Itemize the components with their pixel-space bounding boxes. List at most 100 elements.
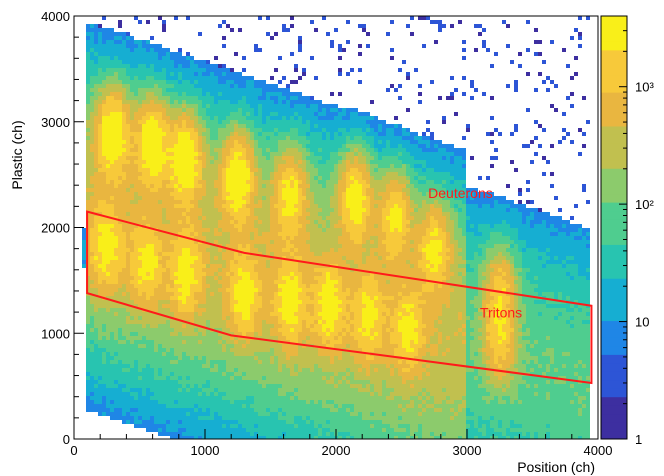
- heatmap-cell: [170, 344, 174, 348]
- heatmap-cell: [158, 112, 162, 116]
- heatmap-cell: [86, 184, 90, 188]
- heatmap-cell: [154, 92, 158, 96]
- heatmap-cell: [162, 76, 166, 80]
- heatmap-cell: [286, 148, 290, 152]
- heatmap-cell: [122, 244, 126, 248]
- heatmap-cell: [114, 56, 118, 60]
- heatmap-cell: [126, 100, 130, 104]
- heatmap-cell: [266, 224, 270, 228]
- heatmap-cell: [106, 372, 110, 376]
- heatmap-cell: [98, 96, 102, 100]
- heatmap-cell: [178, 144, 182, 148]
- heatmap-cell: [214, 408, 218, 412]
- heatmap-cell: [126, 64, 130, 68]
- heatmap-cell: [138, 80, 142, 84]
- heatmap-cell: [170, 248, 174, 252]
- heatmap-cell: [190, 184, 194, 188]
- heatmap-cell: [150, 136, 154, 140]
- heatmap-cell: [138, 188, 142, 192]
- heatmap-cell: [162, 224, 166, 228]
- heatmap-cell: [158, 404, 162, 408]
- heatmap-cell: [138, 128, 142, 132]
- heatmap-cell: [238, 380, 242, 384]
- heatmap-cell: [170, 324, 174, 328]
- heatmap-cell: [154, 168, 158, 172]
- heatmap-cell: [110, 380, 114, 384]
- heatmap-cell: [142, 144, 146, 148]
- heatmap-cell: [154, 104, 158, 108]
- heatmap-cell: [274, 220, 278, 224]
- heatmap-cell: [238, 228, 242, 232]
- heatmap-cell: [246, 208, 250, 212]
- heatmap-cell: [278, 188, 282, 192]
- heatmap-cell: [182, 300, 186, 304]
- heatmap-cell: [90, 104, 94, 108]
- heatmap-cell: [202, 356, 206, 360]
- heatmap-cell: [146, 176, 150, 180]
- heatmap-cell: [162, 188, 166, 192]
- heatmap-cell: [206, 380, 210, 384]
- heatmap-cell: [210, 264, 214, 268]
- heatmap-cell: [142, 312, 146, 316]
- heatmap-cell: [178, 336, 182, 340]
- heatmap-cell: [254, 424, 258, 428]
- heatmap-cell: [190, 420, 194, 424]
- heatmap-cell: [130, 96, 134, 100]
- heatmap-cell: [106, 40, 110, 44]
- heatmap-cell: [166, 228, 170, 232]
- heatmap-cell: [214, 88, 218, 92]
- heatmap-cell: [210, 216, 214, 220]
- heatmap-cell: [194, 68, 198, 72]
- heatmap-cell: [126, 92, 130, 96]
- heatmap-cell: [154, 284, 158, 288]
- heatmap-cell: [162, 108, 166, 112]
- heatmap-cell: [250, 96, 254, 100]
- heatmap-cell: [102, 292, 106, 296]
- heatmap-cell: [234, 236, 238, 240]
- heatmap-cell: [262, 104, 266, 108]
- heatmap-cell: [162, 388, 166, 392]
- heatmap-cell: [86, 196, 90, 200]
- heatmap-cell: [110, 308, 114, 312]
- heatmap-cell: [194, 356, 198, 360]
- heatmap-cell: [246, 116, 250, 120]
- heatmap-cell: [258, 328, 262, 332]
- heatmap-cell: [234, 200, 238, 204]
- heatmap-cell: [90, 240, 94, 244]
- heatmap-cell: [186, 408, 190, 412]
- heatmap-cell: [218, 344, 222, 348]
- heatmap-cell: [198, 388, 202, 392]
- heatmap-cell: [258, 268, 262, 272]
- heatmap-cell: [134, 300, 138, 304]
- heatmap-cell: [130, 84, 134, 88]
- heatmap-cell: [266, 144, 270, 148]
- heatmap-cell: [206, 180, 210, 184]
- heatmap-cell: [158, 76, 162, 80]
- heatmap-cell: [290, 116, 294, 120]
- heatmap-cell: [246, 320, 250, 324]
- heatmap-cell: [178, 268, 182, 272]
- heatmap-cell: [94, 340, 98, 344]
- heatmap-cell: [150, 384, 154, 388]
- heatmap-cell: [114, 88, 118, 92]
- heatmap-cell: [110, 184, 114, 188]
- heatmap-cell: [138, 248, 142, 252]
- heatmap-cell: [174, 332, 178, 336]
- heatmap-cell: [242, 224, 246, 228]
- heatmap-cell: [174, 168, 178, 172]
- heatmap-cell: [230, 104, 234, 108]
- heatmap-cell: [154, 204, 158, 208]
- heatmap-cell: [94, 176, 98, 180]
- heatmap-cell: [266, 404, 270, 408]
- heatmap-cell: [114, 80, 118, 84]
- heatmap-cell: [146, 400, 150, 404]
- heatmap-cell: [198, 200, 202, 204]
- heatmap-cell: [102, 228, 106, 232]
- heatmap-cell: [266, 16, 270, 20]
- heatmap-cell: [138, 404, 142, 408]
- heatmap-cell: [166, 136, 170, 140]
- heatmap-cell: [86, 308, 90, 312]
- heatmap-cell: [194, 368, 198, 372]
- heatmap-cell: [146, 108, 150, 112]
- heatmap-cell: [258, 144, 262, 148]
